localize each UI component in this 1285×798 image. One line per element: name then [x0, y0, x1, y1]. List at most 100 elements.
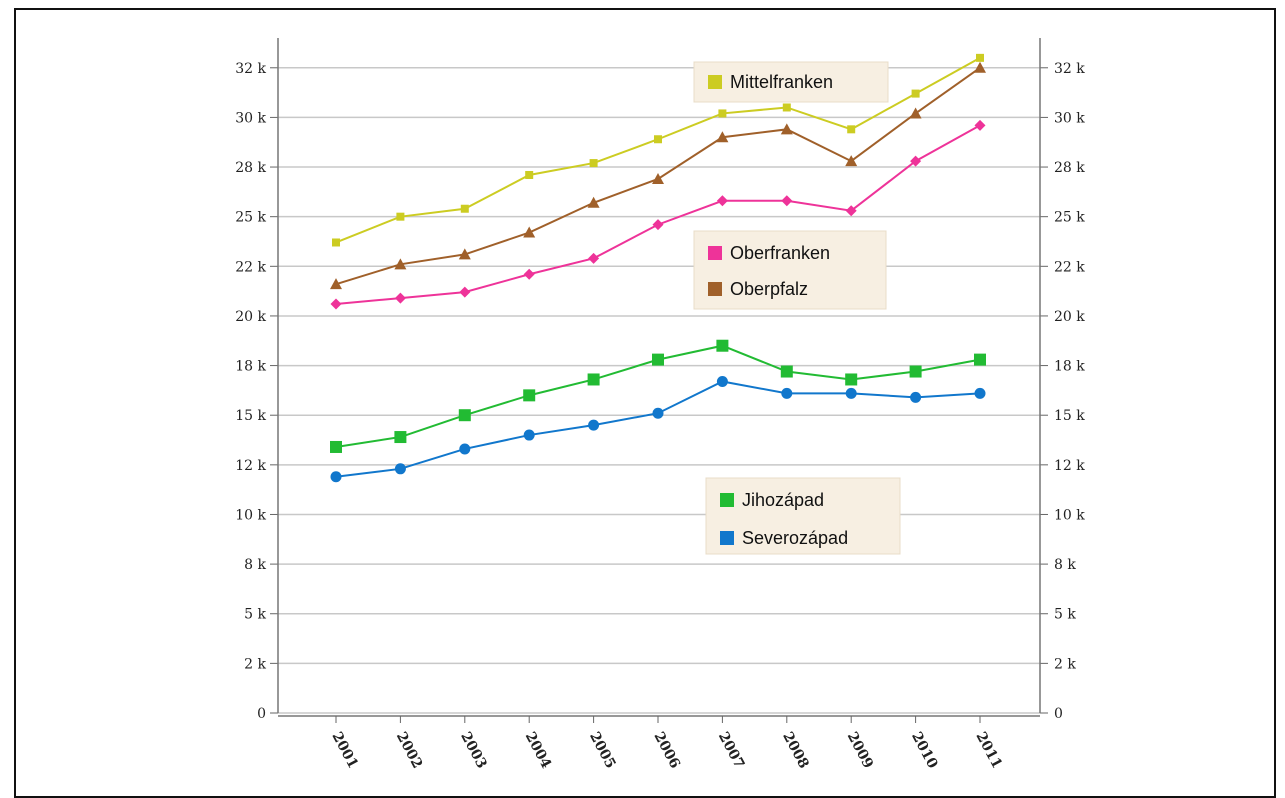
data-point: [589, 159, 598, 168]
data-point: [976, 53, 984, 62]
data-point: [523, 389, 536, 402]
y-tick-label-left: 15 k: [235, 408, 266, 424]
data-point: [716, 195, 728, 207]
data-point: [780, 123, 793, 135]
y-tick-label-right: 8 k: [1054, 557, 1076, 573]
data-point: [911, 89, 920, 98]
data-point: [845, 155, 858, 167]
y-tick-label-left: 12 k: [235, 458, 266, 474]
y-tick-label-right: 15 k: [1054, 408, 1085, 424]
data-point: [330, 440, 342, 453]
data-point: [332, 238, 340, 247]
legend-swatch: [708, 75, 722, 89]
x-tick-label: 2009: [844, 729, 876, 771]
data-point: [588, 252, 600, 264]
y-tick-label-right: 20 k: [1054, 309, 1085, 325]
y-tick-label-right: 18 k: [1054, 359, 1085, 375]
data-point: [652, 172, 664, 184]
y-tick-label-left: 8 k: [244, 557, 266, 573]
data-point: [523, 226, 536, 238]
data-point: [909, 107, 922, 119]
y-tick-label-left: 10 k: [235, 507, 266, 523]
x-tick-label: 2011: [972, 729, 1004, 771]
data-point: [525, 170, 534, 179]
x-tick-label: 2006: [650, 729, 682, 771]
y-tick-label-left: 25 k: [235, 210, 266, 226]
data-point: [330, 278, 342, 290]
y-tick-label-left: 2 k: [244, 656, 266, 672]
legend-swatch: [720, 531, 734, 545]
legend-center-right: Oberfranken Oberpfalz: [693, 230, 887, 310]
data-point: [716, 339, 729, 352]
y-tick-label-right: 28 k: [1054, 160, 1085, 176]
y-tick-label-left: 0: [257, 706, 266, 722]
data-point: [781, 387, 793, 399]
series-line: [335, 380, 981, 478]
data-point: [587, 373, 600, 386]
chart-frame: [14, 8, 1276, 798]
data-point: [588, 419, 600, 431]
data-point: [330, 471, 342, 483]
legend-box: [693, 61, 889, 103]
data-point: [459, 286, 471, 298]
data-point: [782, 103, 791, 112]
data-point: [458, 248, 471, 260]
y-tick-label-right: 10 k: [1054, 507, 1085, 523]
data-point: [845, 205, 857, 217]
legend-lower-right: Jihozápad Severozápad: [705, 477, 901, 555]
data-point: [781, 195, 793, 207]
data-point: [394, 463, 406, 475]
y-tick-label-right: 30 k: [1054, 110, 1085, 126]
legend-label: Jihozápad: [742, 490, 824, 510]
y-tick-label-right: 0: [1054, 706, 1063, 722]
data-point: [974, 353, 986, 366]
data-point: [523, 268, 535, 280]
data-point: [394, 292, 406, 304]
legend-box: [705, 477, 901, 555]
x-tick-label: 2004: [522, 729, 555, 771]
series-Jihozápad: [330, 339, 986, 453]
y-tick-label-left: 18 k: [235, 359, 266, 375]
legend-label: Oberpfalz: [730, 279, 808, 299]
legend-swatch: [720, 493, 734, 507]
data-point: [716, 375, 728, 387]
x-tick-label: 2005: [586, 729, 618, 771]
y-tick-label-right: 32 k: [1054, 61, 1085, 77]
axes: [270, 38, 1048, 723]
legends: Mittelfranken Oberfranken Oberpfalz Jihozáp…: [693, 61, 901, 555]
legend-box: [693, 230, 887, 310]
y-tick-label-right: 12 k: [1054, 458, 1085, 474]
data-point: [845, 373, 858, 386]
legend-swatch: [708, 246, 722, 260]
y-tick-label-left: 32 k: [235, 61, 266, 77]
data-point: [396, 212, 405, 221]
legend-label: Severozápad: [742, 528, 848, 548]
data-point: [780, 365, 793, 378]
data-point: [652, 407, 664, 419]
y-tick-labels: 0 0 2 k 2 k 5 k 5 k 8 k 8 k 10 k 10 k 12 k 12 k 15 k…: [235, 61, 1085, 722]
x-tick-labels: 2001 2002 2003 2004 2005 2006 2007 2008 2009 2010…: [328, 729, 1004, 771]
x-tick-label: 2010: [908, 729, 941, 771]
data-point: [587, 196, 600, 208]
series-Mittelfranken: [332, 53, 984, 247]
data-point: [459, 443, 471, 455]
legend-label: Oberfranken: [730, 243, 830, 263]
data-point: [523, 429, 535, 441]
y-tick-label-left: 5 k: [244, 607, 266, 623]
data-point: [458, 409, 471, 422]
data-point: [330, 298, 342, 310]
data-point: [716, 131, 729, 143]
grid-lines: [278, 67, 1040, 714]
data-point: [845, 387, 857, 399]
data-point: [974, 387, 986, 399]
data-point: [652, 219, 664, 231]
series-Oberpfalz: [330, 61, 986, 290]
data-point: [909, 365, 922, 378]
series-Oberfranken: [330, 119, 986, 310]
y-tick-label-left: 22 k: [235, 259, 266, 275]
y-tick-label-left: 20 k: [235, 309, 266, 325]
x-tick-label: 2003: [457, 729, 489, 771]
data-point: [718, 109, 727, 118]
data-point: [910, 155, 922, 167]
